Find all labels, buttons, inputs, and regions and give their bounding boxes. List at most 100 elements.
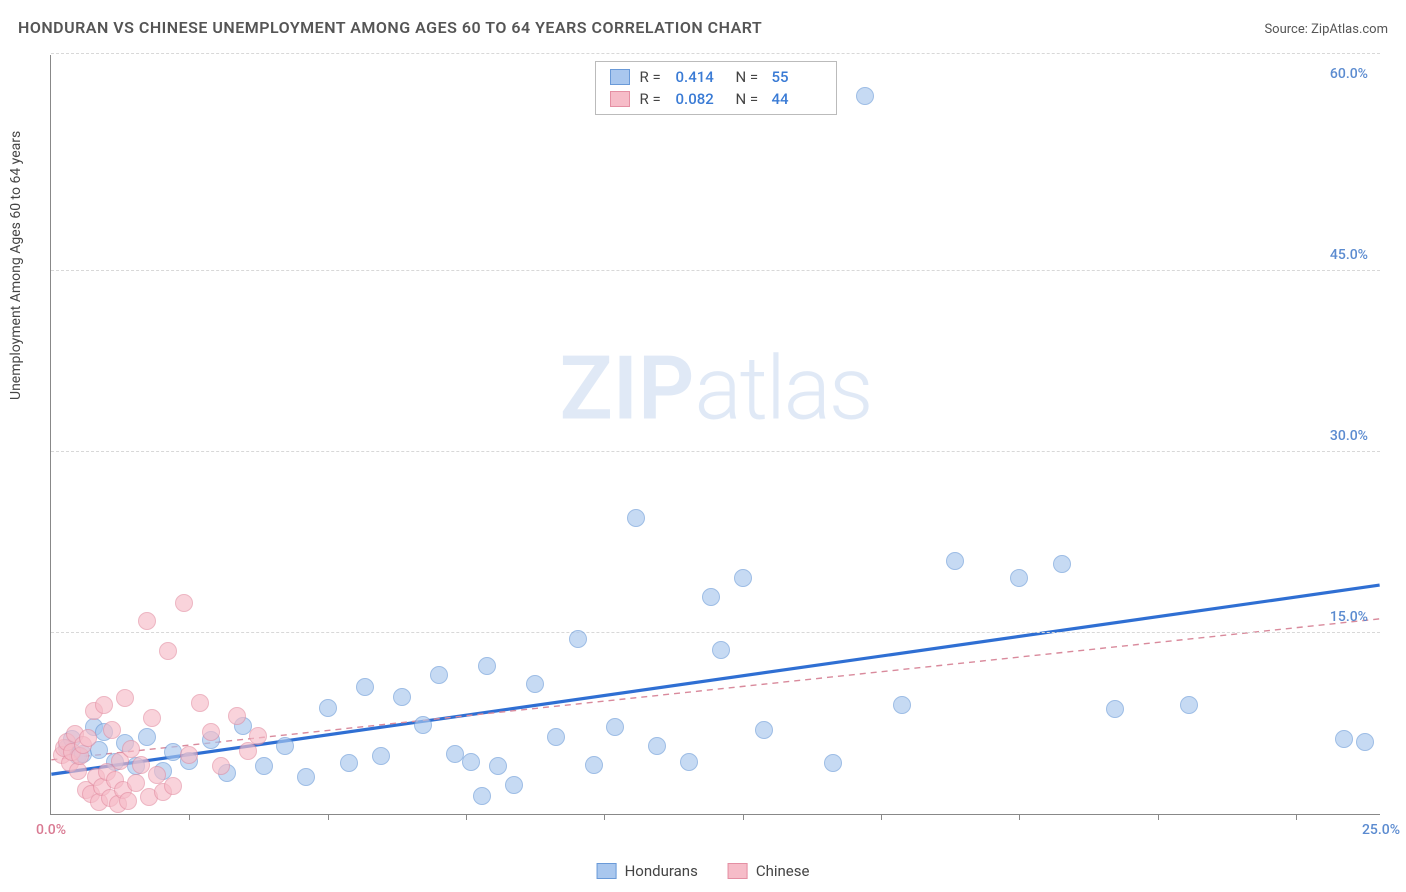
x-tick-label: 0.0%	[36, 822, 66, 838]
y-tick-label: 60.0%	[1330, 66, 1368, 82]
y-tick-label: 30.0%	[1330, 428, 1368, 444]
data-point	[228, 707, 246, 725]
data-point	[824, 754, 842, 772]
data-point	[893, 696, 911, 714]
x-tick	[881, 814, 882, 820]
data-point	[473, 787, 491, 805]
y-tick-label: 15.0%	[1330, 609, 1368, 625]
data-point	[505, 776, 523, 794]
data-point	[164, 777, 182, 795]
data-point	[489, 757, 507, 775]
data-point	[648, 737, 666, 755]
x-tick	[604, 814, 605, 820]
gridline	[51, 632, 1380, 633]
legend-item-chinese: Chinese	[728, 862, 810, 880]
source-citation: Source: ZipAtlas.com	[1264, 22, 1388, 37]
header-row: HONDURAN VS CHINESE UNEMPLOYMENT AMONG A…	[18, 18, 1388, 37]
data-point	[462, 753, 480, 771]
stats-row-2: R = 0.082 N = 44	[596, 88, 836, 110]
x-tick	[1158, 814, 1159, 820]
r-label: R =	[640, 68, 666, 86]
source-name: ZipAtlas.com	[1311, 22, 1388, 37]
data-point	[319, 699, 337, 717]
data-point	[414, 716, 432, 734]
n-label: N =	[736, 90, 762, 108]
data-point	[127, 774, 145, 792]
data-point	[116, 689, 134, 707]
x-tick-label: 25.0%	[1362, 822, 1400, 838]
data-point	[180, 746, 198, 764]
data-point	[1180, 696, 1198, 714]
data-point	[680, 753, 698, 771]
data-point	[1106, 700, 1124, 718]
n-value: 55	[772, 68, 822, 86]
data-point	[712, 641, 730, 659]
stats-row-1: R = 0.414 N = 55	[596, 66, 836, 88]
legend-item-hondurans: Hondurans	[597, 862, 698, 880]
data-point	[606, 718, 624, 736]
data-point	[202, 723, 220, 741]
correlation-stats-box: R = 0.414 N = 55 R = 0.082 N = 44	[595, 61, 837, 115]
data-point	[255, 757, 273, 775]
data-point	[340, 754, 358, 772]
gridline	[51, 451, 1380, 452]
x-tick	[466, 814, 467, 820]
data-point	[175, 594, 193, 612]
data-point	[372, 747, 390, 765]
x-tick	[189, 814, 190, 820]
data-point	[159, 642, 177, 660]
x-tick	[1019, 814, 1020, 820]
data-point	[297, 768, 315, 786]
n-label: N =	[736, 68, 762, 86]
n-value: 44	[772, 90, 822, 108]
gridline	[51, 270, 1380, 271]
data-point	[755, 721, 773, 739]
chart-title: HONDURAN VS CHINESE UNEMPLOYMENT AMONG A…	[18, 18, 762, 37]
data-point	[526, 675, 544, 693]
data-point	[132, 756, 150, 774]
data-point	[276, 737, 294, 755]
x-tick	[743, 814, 744, 820]
data-point	[569, 630, 587, 648]
data-point	[702, 588, 720, 606]
data-point	[212, 757, 230, 775]
data-point	[1335, 730, 1353, 748]
legend: Hondurans Chinese	[597, 862, 810, 880]
data-point	[734, 569, 752, 587]
gridline	[51, 53, 1380, 54]
data-point	[1010, 569, 1028, 587]
data-point	[430, 666, 448, 684]
r-value: 0.414	[676, 68, 726, 86]
data-point	[946, 552, 964, 570]
legend-label: Hondurans	[625, 862, 698, 880]
data-point	[856, 87, 874, 105]
data-point	[138, 612, 156, 630]
source-label: Source:	[1264, 22, 1307, 37]
data-point	[239, 742, 257, 760]
data-point	[478, 657, 496, 675]
scatter-plot: ZIPatlas R = 0.414 N = 55 R = 0.082 N = …	[50, 55, 1380, 815]
y-axis-label: Unemployment Among Ages 60 to 64 years	[8, 131, 24, 400]
data-point	[95, 696, 113, 714]
data-point	[138, 728, 156, 746]
x-tick	[1296, 814, 1297, 820]
data-point	[393, 688, 411, 706]
data-point	[356, 678, 374, 696]
r-label: R =	[640, 90, 666, 108]
data-point	[119, 792, 137, 810]
data-point	[122, 740, 140, 758]
data-point	[103, 721, 121, 739]
swatch-icon	[728, 863, 748, 879]
r-value: 0.082	[676, 90, 726, 108]
watermark-bold: ZIP	[559, 337, 694, 440]
swatch-icon	[610, 91, 630, 107]
data-point	[547, 728, 565, 746]
data-point	[249, 727, 267, 745]
data-point	[79, 729, 97, 747]
swatch-icon	[597, 863, 617, 879]
data-point	[148, 766, 166, 784]
legend-label: Chinese	[756, 862, 810, 880]
watermark-light: atlas	[694, 337, 871, 440]
data-point	[143, 709, 161, 727]
x-tick	[328, 814, 329, 820]
